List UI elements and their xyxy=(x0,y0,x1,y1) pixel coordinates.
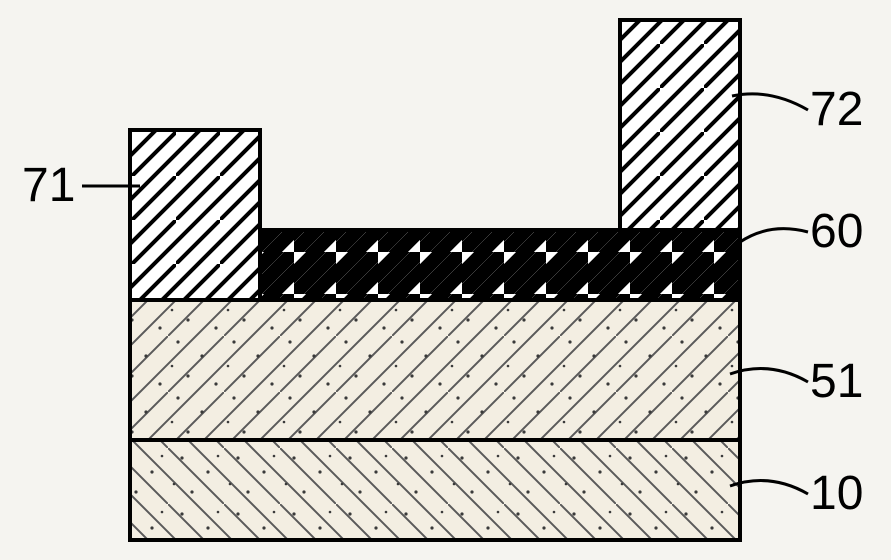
label-51: 51 xyxy=(810,354,863,409)
label-72: 72 xyxy=(810,82,863,137)
label-60: 60 xyxy=(810,204,863,259)
layer-10 xyxy=(130,440,740,540)
layer-60 xyxy=(260,230,740,300)
label-10: 10 xyxy=(810,466,863,521)
layer-51 xyxy=(130,300,740,440)
block-72 xyxy=(620,20,740,230)
leader-72 xyxy=(732,94,808,110)
label-71: 71 xyxy=(22,158,75,213)
block-71 xyxy=(130,130,260,300)
leader-60 xyxy=(740,229,808,242)
cross-section-diagram xyxy=(0,0,891,560)
